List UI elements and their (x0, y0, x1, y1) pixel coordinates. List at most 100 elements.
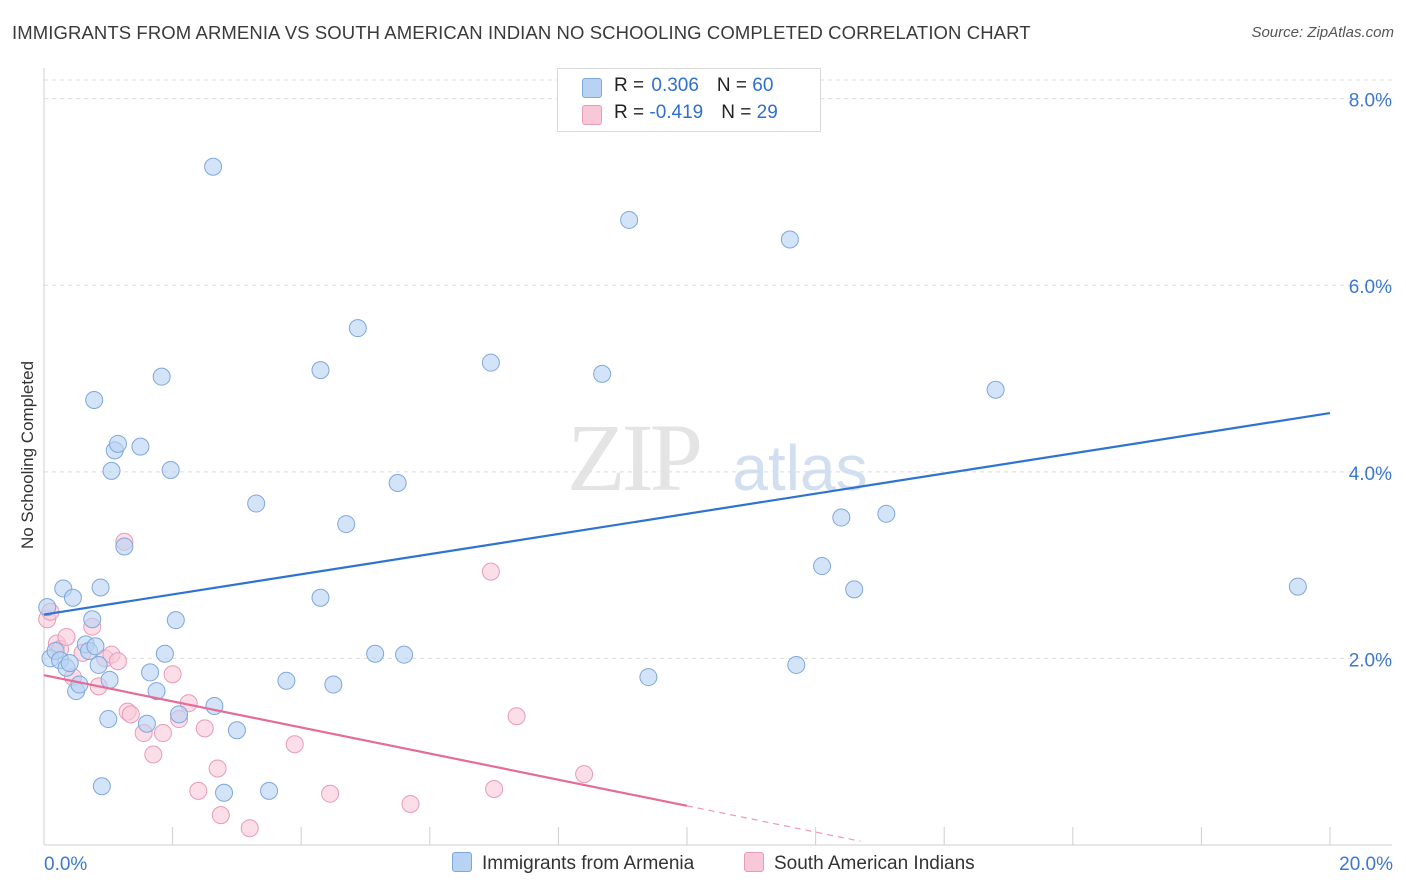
point-immigrants-from-armenia (1288, 577, 1307, 596)
point-south-american-indians (481, 562, 500, 581)
point-immigrants-from-armenia (986, 380, 1005, 399)
bottom-legend-label-south-american-indians: South American Indians (774, 853, 975, 874)
axes (43, 68, 1392, 846)
point-immigrants-from-armenia (137, 714, 156, 733)
point-immigrants-from-armenia (348, 319, 367, 338)
chart-title: IMMIGRANTS FROM ARMENIA VS SOUTH AMERICA… (12, 22, 1031, 43)
point-immigrants-from-armenia (277, 671, 296, 690)
point-immigrants-from-armenia (60, 654, 79, 673)
point-immigrants-from-armenia (260, 781, 279, 800)
point-south-american-indians (321, 784, 340, 803)
series-immigrants-from-armenia (38, 157, 1307, 802)
point-south-american-indians (240, 819, 259, 838)
point-south-american-indians (285, 735, 304, 754)
tick-labels: 2.0% 4.0% 6.0% 8.0% 0.0% 20.0% (44, 91, 1393, 875)
legend-text-armenia: R = 0.306 N = 60 (614, 75, 774, 96)
x-tick-label-max: 20.0% (1339, 854, 1393, 875)
legend-swatch-pink (582, 105, 602, 125)
point-south-american-indians (121, 705, 140, 724)
watermark-zip: ZIP (567, 404, 700, 511)
legend-swatch-blue (582, 78, 602, 98)
point-immigrants-from-armenia (593, 364, 612, 383)
point-south-american-indians (401, 794, 420, 813)
trendline-south-american-indians-extension (686, 805, 861, 842)
point-south-american-indians (211, 806, 230, 825)
point-immigrants-from-armenia (152, 367, 171, 386)
point-immigrants-from-armenia (91, 578, 110, 597)
point-south-american-indians (195, 719, 214, 738)
trendlines (43, 411, 1331, 842)
point-south-american-indians (208, 759, 227, 778)
point-south-american-indians (153, 724, 172, 743)
point-immigrants-from-armenia (89, 655, 108, 674)
point-immigrants-from-armenia (83, 610, 102, 629)
point-immigrants-from-armenia (155, 644, 174, 663)
point-immigrants-from-armenia (481, 353, 500, 372)
point-immigrants-from-armenia (324, 675, 343, 694)
point-south-american-indians (485, 780, 504, 799)
point-immigrants-from-armenia (170, 705, 189, 724)
series-south-american-indians (38, 532, 594, 838)
point-immigrants-from-armenia (780, 230, 799, 249)
gridlines (44, 79, 1392, 659)
bottom-legend-label-armenia: Immigrants from Armenia (482, 853, 695, 874)
point-south-american-indians (144, 745, 163, 764)
point-immigrants-from-armenia (115, 537, 134, 556)
point-south-american-indians (163, 665, 182, 684)
point-immigrants-from-armenia (832, 508, 851, 527)
point-immigrants-from-armenia (337, 515, 356, 534)
point-immigrants-from-armenia (99, 710, 118, 729)
point-south-american-indians (189, 781, 208, 800)
y-tick-label: 2.0% (1349, 650, 1392, 671)
point-immigrants-from-armenia (38, 598, 57, 617)
point-immigrants-from-armenia (147, 682, 166, 701)
point-south-american-indians (507, 707, 526, 726)
y-tick-label: 8.0% (1349, 91, 1392, 112)
point-immigrants-from-armenia (813, 557, 832, 576)
point-immigrants-from-armenia (388, 474, 407, 493)
watermark-atlas: atlas (732, 432, 867, 504)
point-south-american-indians (575, 765, 594, 784)
point-immigrants-from-armenia (85, 390, 104, 409)
y-axis-label: No Schooling Completed (18, 360, 37, 550)
point-immigrants-from-armenia (131, 437, 150, 456)
bottom-legend-south-american-indians: South American Indians (744, 852, 975, 875)
point-immigrants-from-armenia (620, 210, 639, 229)
point-south-american-indians (57, 627, 76, 646)
watermark: ZIP atlas (567, 404, 868, 511)
point-immigrants-from-armenia (247, 494, 266, 513)
y-tick-label: 6.0% (1349, 277, 1392, 298)
trendline-south-american-indians (43, 674, 688, 807)
point-immigrants-from-armenia (108, 434, 127, 453)
bottom-legend-swatch-pink (744, 852, 764, 872)
correlation-legend: R = 0.306 N = 60 R = -0.419 N = 29 (557, 68, 821, 132)
point-south-american-indians (108, 652, 127, 671)
source-label: Source: ZipAtlas.com (1251, 24, 1394, 41)
trendline-immigrants-from-armenia (43, 411, 1331, 616)
point-immigrants-from-armenia (86, 637, 105, 656)
point-immigrants-from-armenia (311, 588, 330, 607)
point-immigrants-from-armenia (100, 670, 119, 689)
point-immigrants-from-armenia (639, 668, 658, 687)
point-immigrants-from-armenia (63, 588, 82, 607)
point-immigrants-from-armenia (161, 460, 180, 479)
point-immigrants-from-armenia (395, 645, 414, 664)
legend-text-south-american-indians: R = -0.419 N = 29 (614, 102, 778, 123)
point-immigrants-from-armenia (787, 655, 806, 674)
point-immigrants-from-armenia (227, 721, 246, 740)
point-immigrants-from-armenia (92, 777, 111, 796)
point-immigrants-from-armenia (845, 580, 864, 599)
point-immigrants-from-armenia (366, 644, 385, 663)
x-tick-label-min: 0.0% (44, 854, 87, 875)
y-tick-label: 4.0% (1349, 464, 1392, 485)
point-immigrants-from-armenia (166, 611, 185, 630)
bottom-legend-armenia: Immigrants from Armenia (452, 852, 694, 875)
point-immigrants-from-armenia (141, 663, 160, 682)
point-immigrants-from-armenia (102, 461, 121, 480)
point-immigrants-from-armenia (215, 783, 234, 802)
point-immigrants-from-armenia (311, 361, 330, 380)
point-immigrants-from-armenia (204, 157, 223, 176)
point-immigrants-from-armenia (877, 504, 896, 523)
bottom-legend-swatch-blue (452, 852, 472, 872)
